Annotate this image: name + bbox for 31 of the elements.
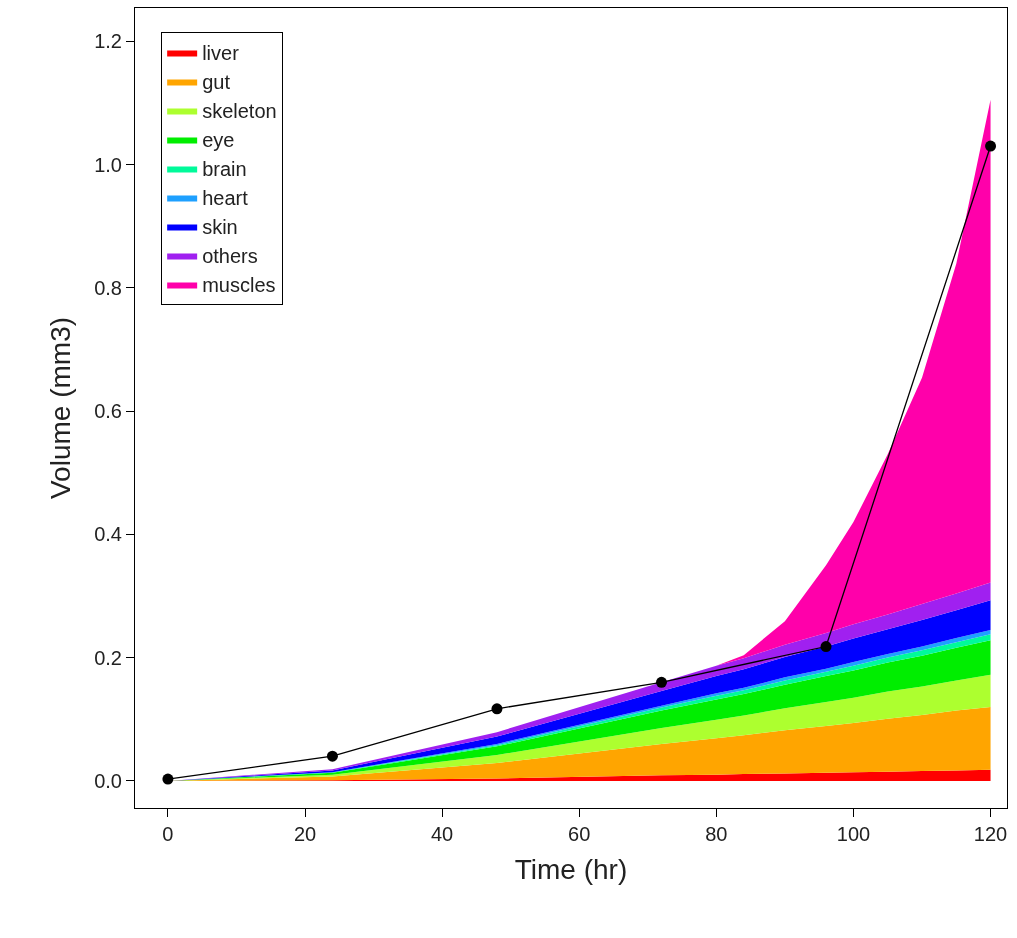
- y-tick-label: 0.6: [94, 400, 122, 423]
- y-axis-title: Volume (mm3): [44, 316, 76, 500]
- point: [655, 676, 667, 688]
- point: [820, 641, 832, 653]
- legend-label: skin: [202, 216, 238, 239]
- legend-label: eye: [202, 129, 235, 152]
- y-tick-label: 1.2: [94, 30, 122, 53]
- x-tick-label: 100: [836, 823, 871, 845]
- x-tick-label: 40: [430, 823, 454, 845]
- point: [985, 140, 997, 152]
- legend-label: others: [202, 245, 258, 268]
- point: [326, 750, 338, 762]
- legend-label: liver: [202, 42, 240, 65]
- point: [162, 773, 174, 785]
- legend-label: brain: [202, 158, 247, 181]
- x-tick-label: 80: [705, 823, 728, 845]
- y-tick-label: 0.2: [94, 646, 122, 669]
- y-tick-label: 1.0: [94, 153, 122, 176]
- x-tick-label: 0: [162, 823, 174, 845]
- x-tick-label: 60: [568, 823, 591, 845]
- legend-label: gut: [202, 71, 231, 94]
- x-axis-title: Time (hr): [514, 854, 628, 886]
- legend-label: skeleton: [202, 100, 277, 123]
- point: [491, 703, 503, 715]
- y-tick-label: 0.8: [94, 276, 122, 299]
- y-tick-label: 0.4: [94, 523, 122, 546]
- x-tick-label: 120: [973, 823, 1008, 845]
- x-tick-label: 20: [293, 823, 317, 845]
- legend-label: muscles: [202, 274, 276, 297]
- legend-label: heart: [202, 187, 249, 210]
- y-tick-label: 0.0: [94, 769, 122, 792]
